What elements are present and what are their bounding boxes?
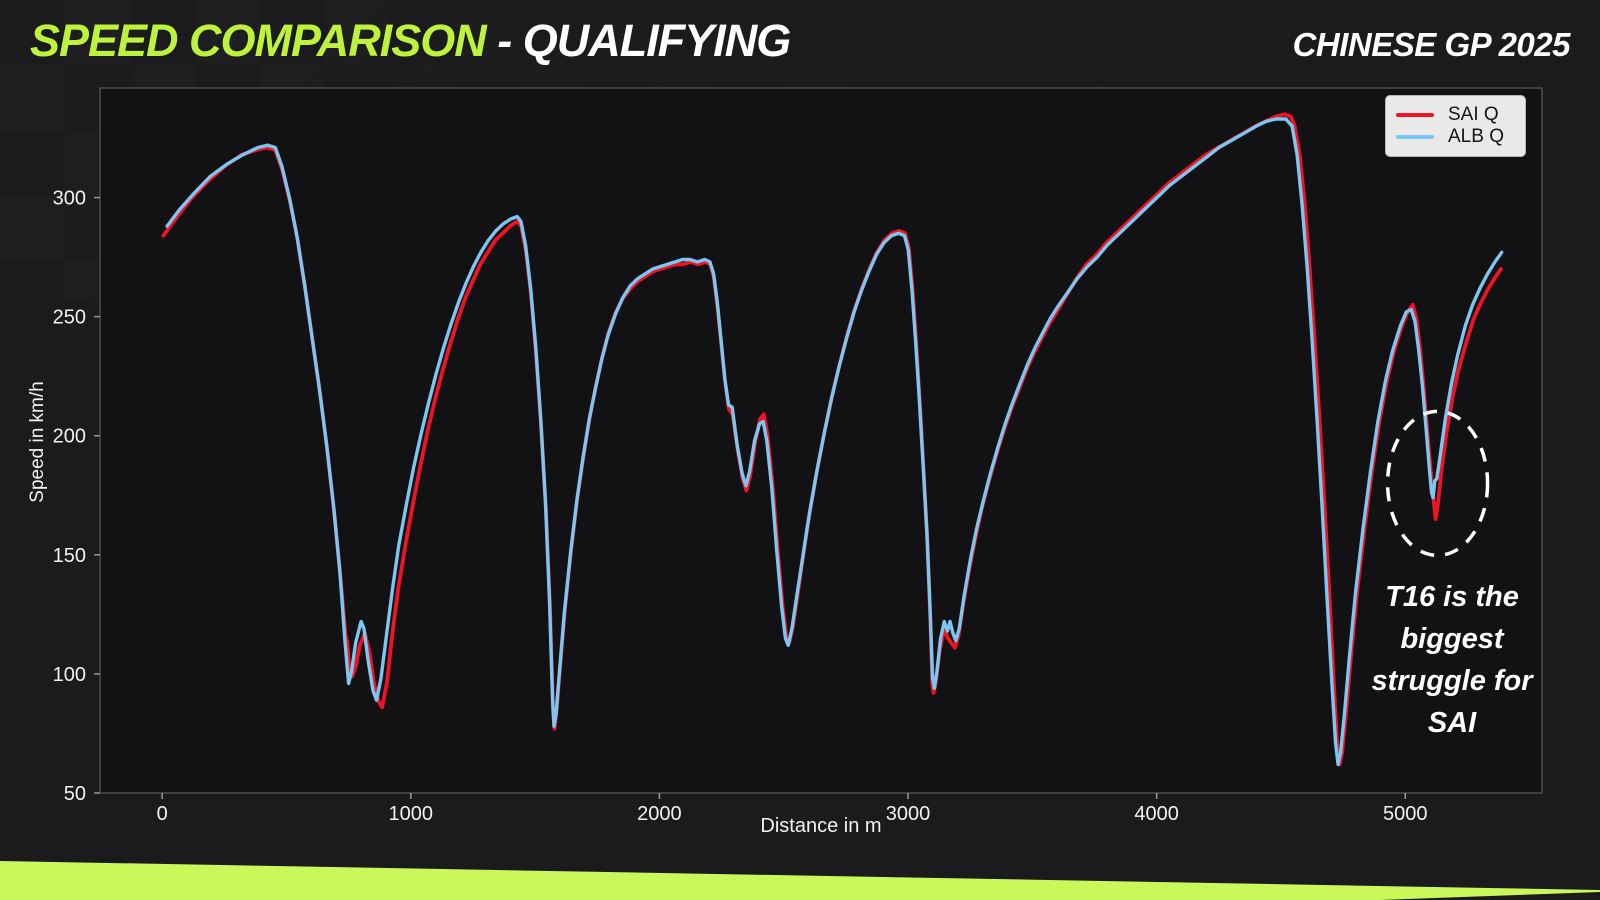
highlight-ellipse [1385, 409, 1490, 558]
annotation-line-1: T16 is the [1385, 581, 1519, 613]
header: SPEED COMPARISON - QUALIFYING CHINESE GP… [30, 15, 1571, 66]
y-tick-label: 150 [53, 545, 86, 567]
legend-item-alb: ALB Q [1396, 126, 1515, 148]
legend-label-alb: ALB Q [1448, 126, 1504, 147]
legend-item-sai: SAI Q [1396, 104, 1515, 126]
x-tick-label: 3000 [886, 803, 931, 825]
x-tick-label: 0 [157, 803, 168, 825]
legend-line-sample-alb [1396, 135, 1434, 139]
y-tick-label: 300 [53, 188, 86, 210]
legend-label-sai: SAI Q [1448, 104, 1499, 125]
x-tick-label: 1000 [389, 803, 434, 825]
y-tick-label: 50 [64, 783, 86, 805]
annotation-line-3: struggle for [1371, 665, 1533, 698]
plot-border [99, 87, 1543, 794]
y-tick-label: 100 [53, 664, 86, 686]
annotation-text: T16 is the biggest struggle for SAI [1352, 576, 1552, 744]
x-tick-label: 4000 [1134, 803, 1179, 825]
legend: SAI Q ALB Q [1385, 95, 1526, 157]
annotation-line-2: biggest [1400, 623, 1504, 656]
x-tick-label: 5000 [1383, 803, 1428, 825]
x-tick-label: 2000 [637, 803, 682, 825]
y-tick-label: 250 [53, 307, 86, 329]
page-title-rest: - QUALIFYING [485, 15, 791, 66]
y-tick-label: 200 [53, 426, 86, 448]
series-line-alb-q [165, 117, 1504, 767]
series-line-sai-q [161, 112, 1503, 767]
y-axis-label: Speed in km/h [27, 381, 48, 503]
x-axis-label: Distance in m [760, 815, 882, 837]
annotation-line-4: SAI [1427, 707, 1477, 740]
page-title-highlight: SPEED COMPARISON [30, 15, 487, 66]
event-title: CHINESE GP 2025 [1292, 26, 1571, 63]
legend-line-sample-sai [1396, 113, 1434, 117]
page-title: SPEED COMPARISON - QUALIFYING [30, 15, 791, 66]
